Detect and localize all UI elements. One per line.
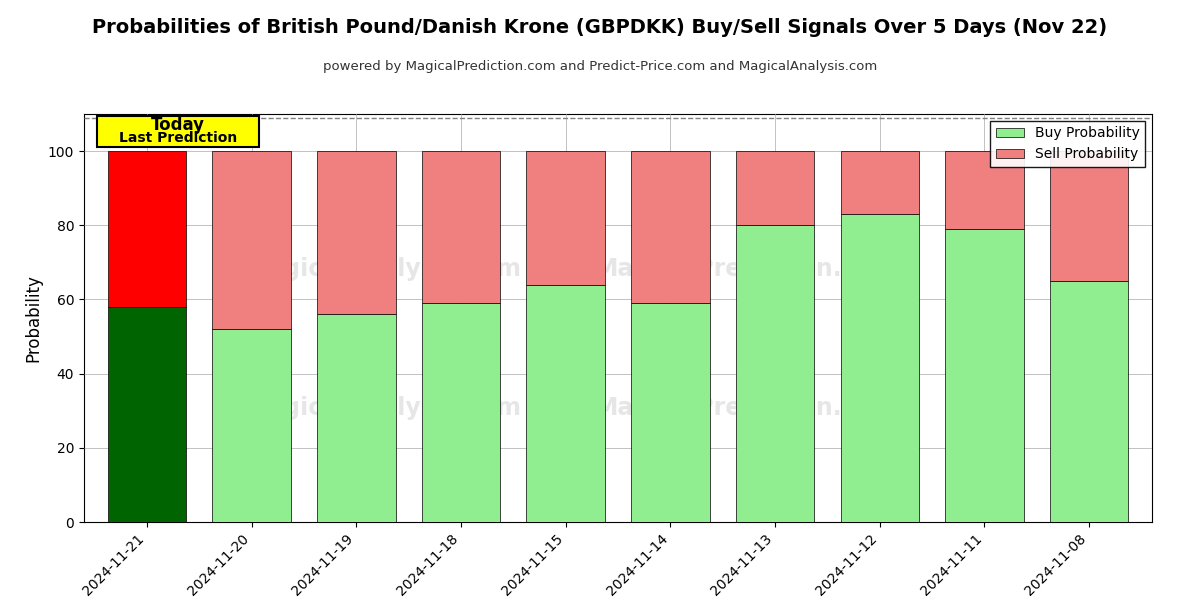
Bar — [527, 151, 605, 284]
Text: Probabilities of British Pound/Danish Krone (GBPDKK) Buy/Sell Signals Over 5 Day: Probabilities of British Pound/Danish Kr… — [92, 18, 1108, 37]
Bar — [421, 151, 500, 303]
Bar — [840, 151, 919, 214]
Text: MagicalPrediction.com: MagicalPrediction.com — [595, 396, 898, 420]
Text: Today: Today — [151, 116, 205, 134]
Bar — [317, 151, 396, 314]
Text: MagicalAnalysis.com: MagicalAnalysis.com — [245, 396, 522, 420]
Bar — [421, 303, 500, 522]
Bar — [946, 151, 1024, 229]
Bar — [212, 329, 290, 522]
Bar — [631, 151, 709, 303]
Bar — [631, 303, 709, 522]
Bar — [212, 151, 290, 329]
Text: Last Prediction: Last Prediction — [119, 131, 236, 145]
Bar — [527, 284, 605, 522]
Bar — [946, 229, 1024, 522]
Bar — [1050, 151, 1128, 281]
Bar — [108, 307, 186, 522]
Text: powered by MagicalPrediction.com and Predict-Price.com and MagicalAnalysis.com: powered by MagicalPrediction.com and Pre… — [323, 60, 877, 73]
Text: MagicalAnalysis.com: MagicalAnalysis.com — [245, 257, 522, 281]
Bar — [1050, 281, 1128, 522]
Bar — [840, 214, 919, 522]
Bar — [736, 225, 815, 522]
FancyBboxPatch shape — [96, 116, 259, 148]
Bar — [108, 151, 186, 307]
Y-axis label: Probability: Probability — [24, 274, 42, 362]
Bar — [736, 151, 815, 225]
Text: MagicalPrediction.com: MagicalPrediction.com — [595, 257, 898, 281]
Bar — [317, 314, 396, 522]
Legend: Buy Probability, Sell Probability: Buy Probability, Sell Probability — [990, 121, 1145, 167]
